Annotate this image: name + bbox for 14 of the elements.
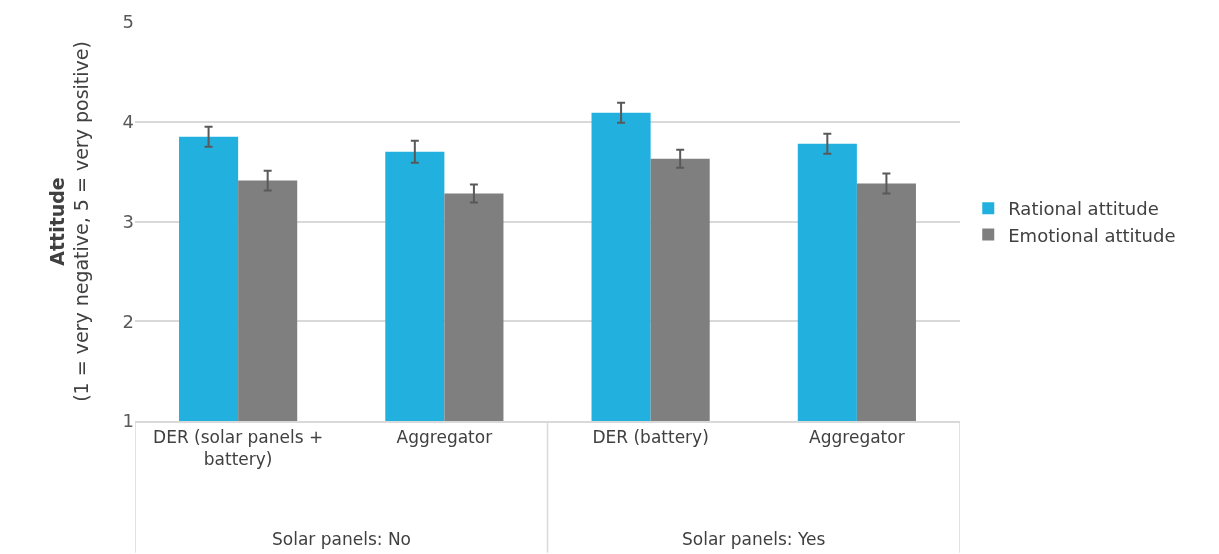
y-tick-label: 2: [122, 310, 134, 332]
x-tick-label: Aggregator: [396, 427, 493, 448]
x-tick-label: Aggregator: [809, 427, 905, 448]
y-axis-title: Attitude (1 = very negative, 5 = very positive): [45, 41, 93, 402]
y-tick-label: 4: [122, 111, 134, 133]
y-tick-label: 3: [122, 210, 134, 232]
legend-label: Rational attitude: [1008, 198, 1159, 220]
text: Solar panels: No: [272, 529, 411, 549]
y-tick-label: 1: [122, 410, 134, 432]
x-tick-label: DER (battery): [592, 427, 709, 448]
legend-label: Emotional attitude: [1008, 224, 1176, 246]
x-tick-label: DER (solar panels + battery): [153, 427, 324, 470]
y-tick-label: 5: [122, 11, 134, 33]
text: Solar panels: Yes: [682, 529, 826, 549]
